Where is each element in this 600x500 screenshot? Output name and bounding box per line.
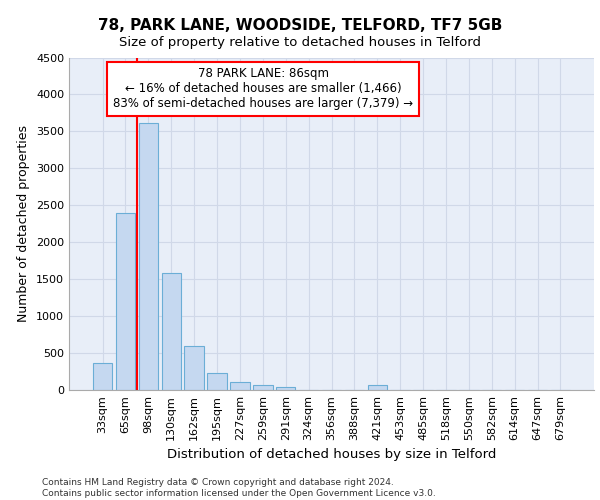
Text: 78 PARK LANE: 86sqm
← 16% of detached houses are smaller (1,466)
83% of semi-det: 78 PARK LANE: 86sqm ← 16% of detached ho… [113,68,413,110]
Bar [368,385,387,390]
Bar [116,212,135,390]
Text: Contains HM Land Registry data © Crown copyright and database right 2024.
Contai: Contains HM Land Registry data © Crown c… [42,478,436,498]
Bar [253,385,272,390]
Bar [93,362,112,390]
Bar [161,274,181,390]
Bar [230,382,250,390]
Bar [184,346,204,390]
Text: 78, PARK LANE, WOODSIDE, TELFORD, TF7 5GB: 78, PARK LANE, WOODSIDE, TELFORD, TF7 5G… [98,18,502,32]
Bar [208,374,227,390]
Text: Size of property relative to detached houses in Telford: Size of property relative to detached ho… [119,36,481,49]
Bar [139,122,158,390]
Y-axis label: Number of detached properties: Number of detached properties [17,125,31,322]
X-axis label: Distribution of detached houses by size in Telford: Distribution of detached houses by size … [167,448,496,462]
Bar [276,386,295,390]
